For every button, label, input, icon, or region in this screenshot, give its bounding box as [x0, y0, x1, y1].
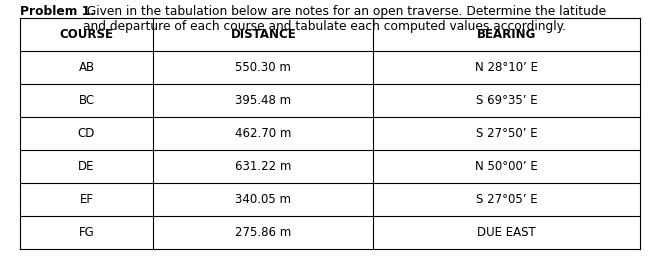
Text: Problem 1.: Problem 1.: [20, 5, 95, 18]
Text: S 27°05’ E: S 27°05’ E: [476, 193, 538, 206]
Text: N 28°10’ E: N 28°10’ E: [475, 61, 539, 74]
Text: DISTANCE: DISTANCE: [230, 28, 296, 41]
Text: CD: CD: [78, 127, 95, 140]
Text: 395.48 m: 395.48 m: [235, 94, 291, 107]
Text: 340.05 m: 340.05 m: [236, 193, 291, 206]
Text: N 50°00’ E: N 50°00’ E: [475, 160, 538, 173]
Text: COURSE: COURSE: [59, 28, 114, 41]
Text: S 69°35’ E: S 69°35’ E: [476, 94, 538, 107]
Text: DUE EAST: DUE EAST: [477, 226, 536, 239]
Text: BC: BC: [79, 94, 94, 107]
Text: 462.70 m: 462.70 m: [235, 127, 292, 140]
Text: DE: DE: [79, 160, 95, 173]
Text: 631.22 m: 631.22 m: [235, 160, 292, 173]
Text: BEARING: BEARING: [477, 28, 537, 41]
Text: Given in the tabulation below are notes for an open traverse. Determine the lati: Given in the tabulation below are notes …: [83, 5, 607, 33]
Text: FG: FG: [79, 226, 94, 239]
Text: EF: EF: [79, 193, 94, 206]
Text: 275.86 m: 275.86 m: [235, 226, 292, 239]
Text: 550.30 m: 550.30 m: [236, 61, 291, 74]
Text: AB: AB: [79, 61, 94, 74]
Text: S 27°50’ E: S 27°50’ E: [476, 127, 538, 140]
